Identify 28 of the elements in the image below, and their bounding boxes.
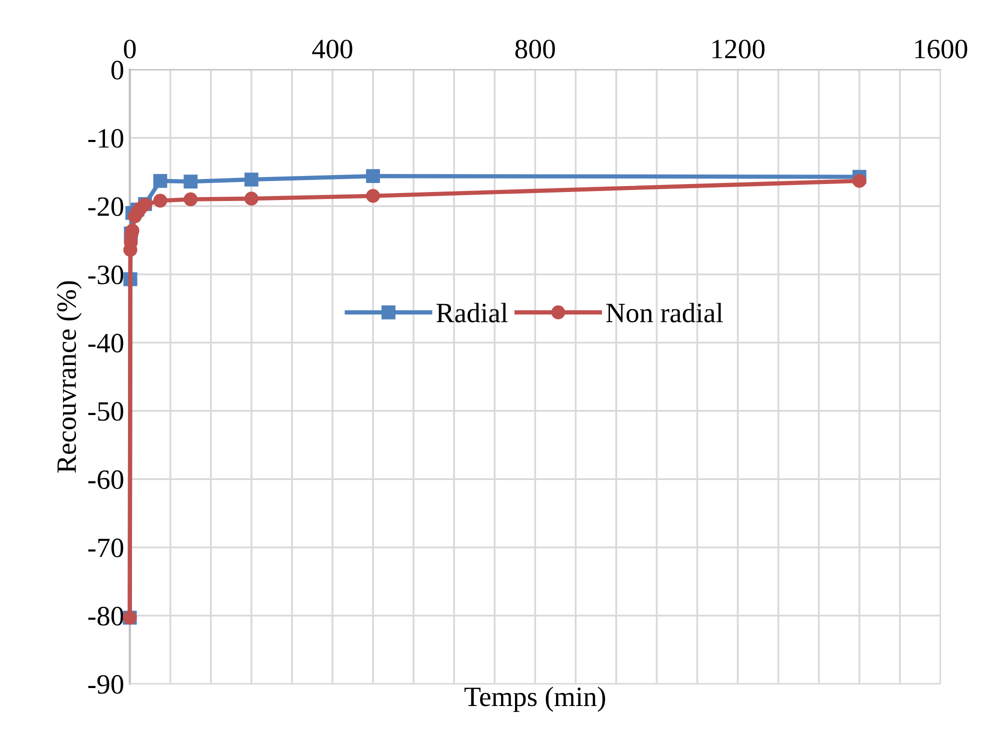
- x-tick-label: 1200: [712, 40, 765, 58]
- y-tick-label: 0: [111, 60, 124, 80]
- point: [153, 194, 168, 208]
- y-tick-label: -60: [88, 470, 124, 490]
- point: [184, 192, 198, 206]
- x-tick-label: 1600: [915, 40, 968, 58]
- x-tick-label: 800: [515, 40, 555, 58]
- point: [244, 192, 258, 206]
- y-tick-label: -30: [88, 266, 124, 284]
- y-tick-label: -40: [88, 334, 124, 353]
- point: [244, 172, 258, 186]
- point: [366, 169, 380, 184]
- point: [852, 174, 866, 188]
- point: [184, 174, 198, 189]
- y-tick-label: -70: [88, 538, 124, 558]
- y-tick-label: -50: [88, 402, 124, 421]
- y-tick-label: -80: [88, 606, 124, 626]
- y-tick-label: -20: [88, 197, 124, 216]
- y-tick-label: -10: [88, 129, 124, 148]
- y-axis-title: Recouvrance (%): [56, 281, 82, 473]
- x-tick-label: 400: [312, 40, 352, 58]
- legend-label: Radial: [436, 302, 508, 322]
- point: [153, 174, 168, 188]
- x-axis-title: Temps (min): [464, 686, 606, 712]
- x-tick-label: 0: [124, 40, 136, 58]
- legend-label: Non radial: [606, 302, 723, 322]
- y-tick-label: -90: [88, 675, 124, 694]
- point: [366, 188, 380, 203]
